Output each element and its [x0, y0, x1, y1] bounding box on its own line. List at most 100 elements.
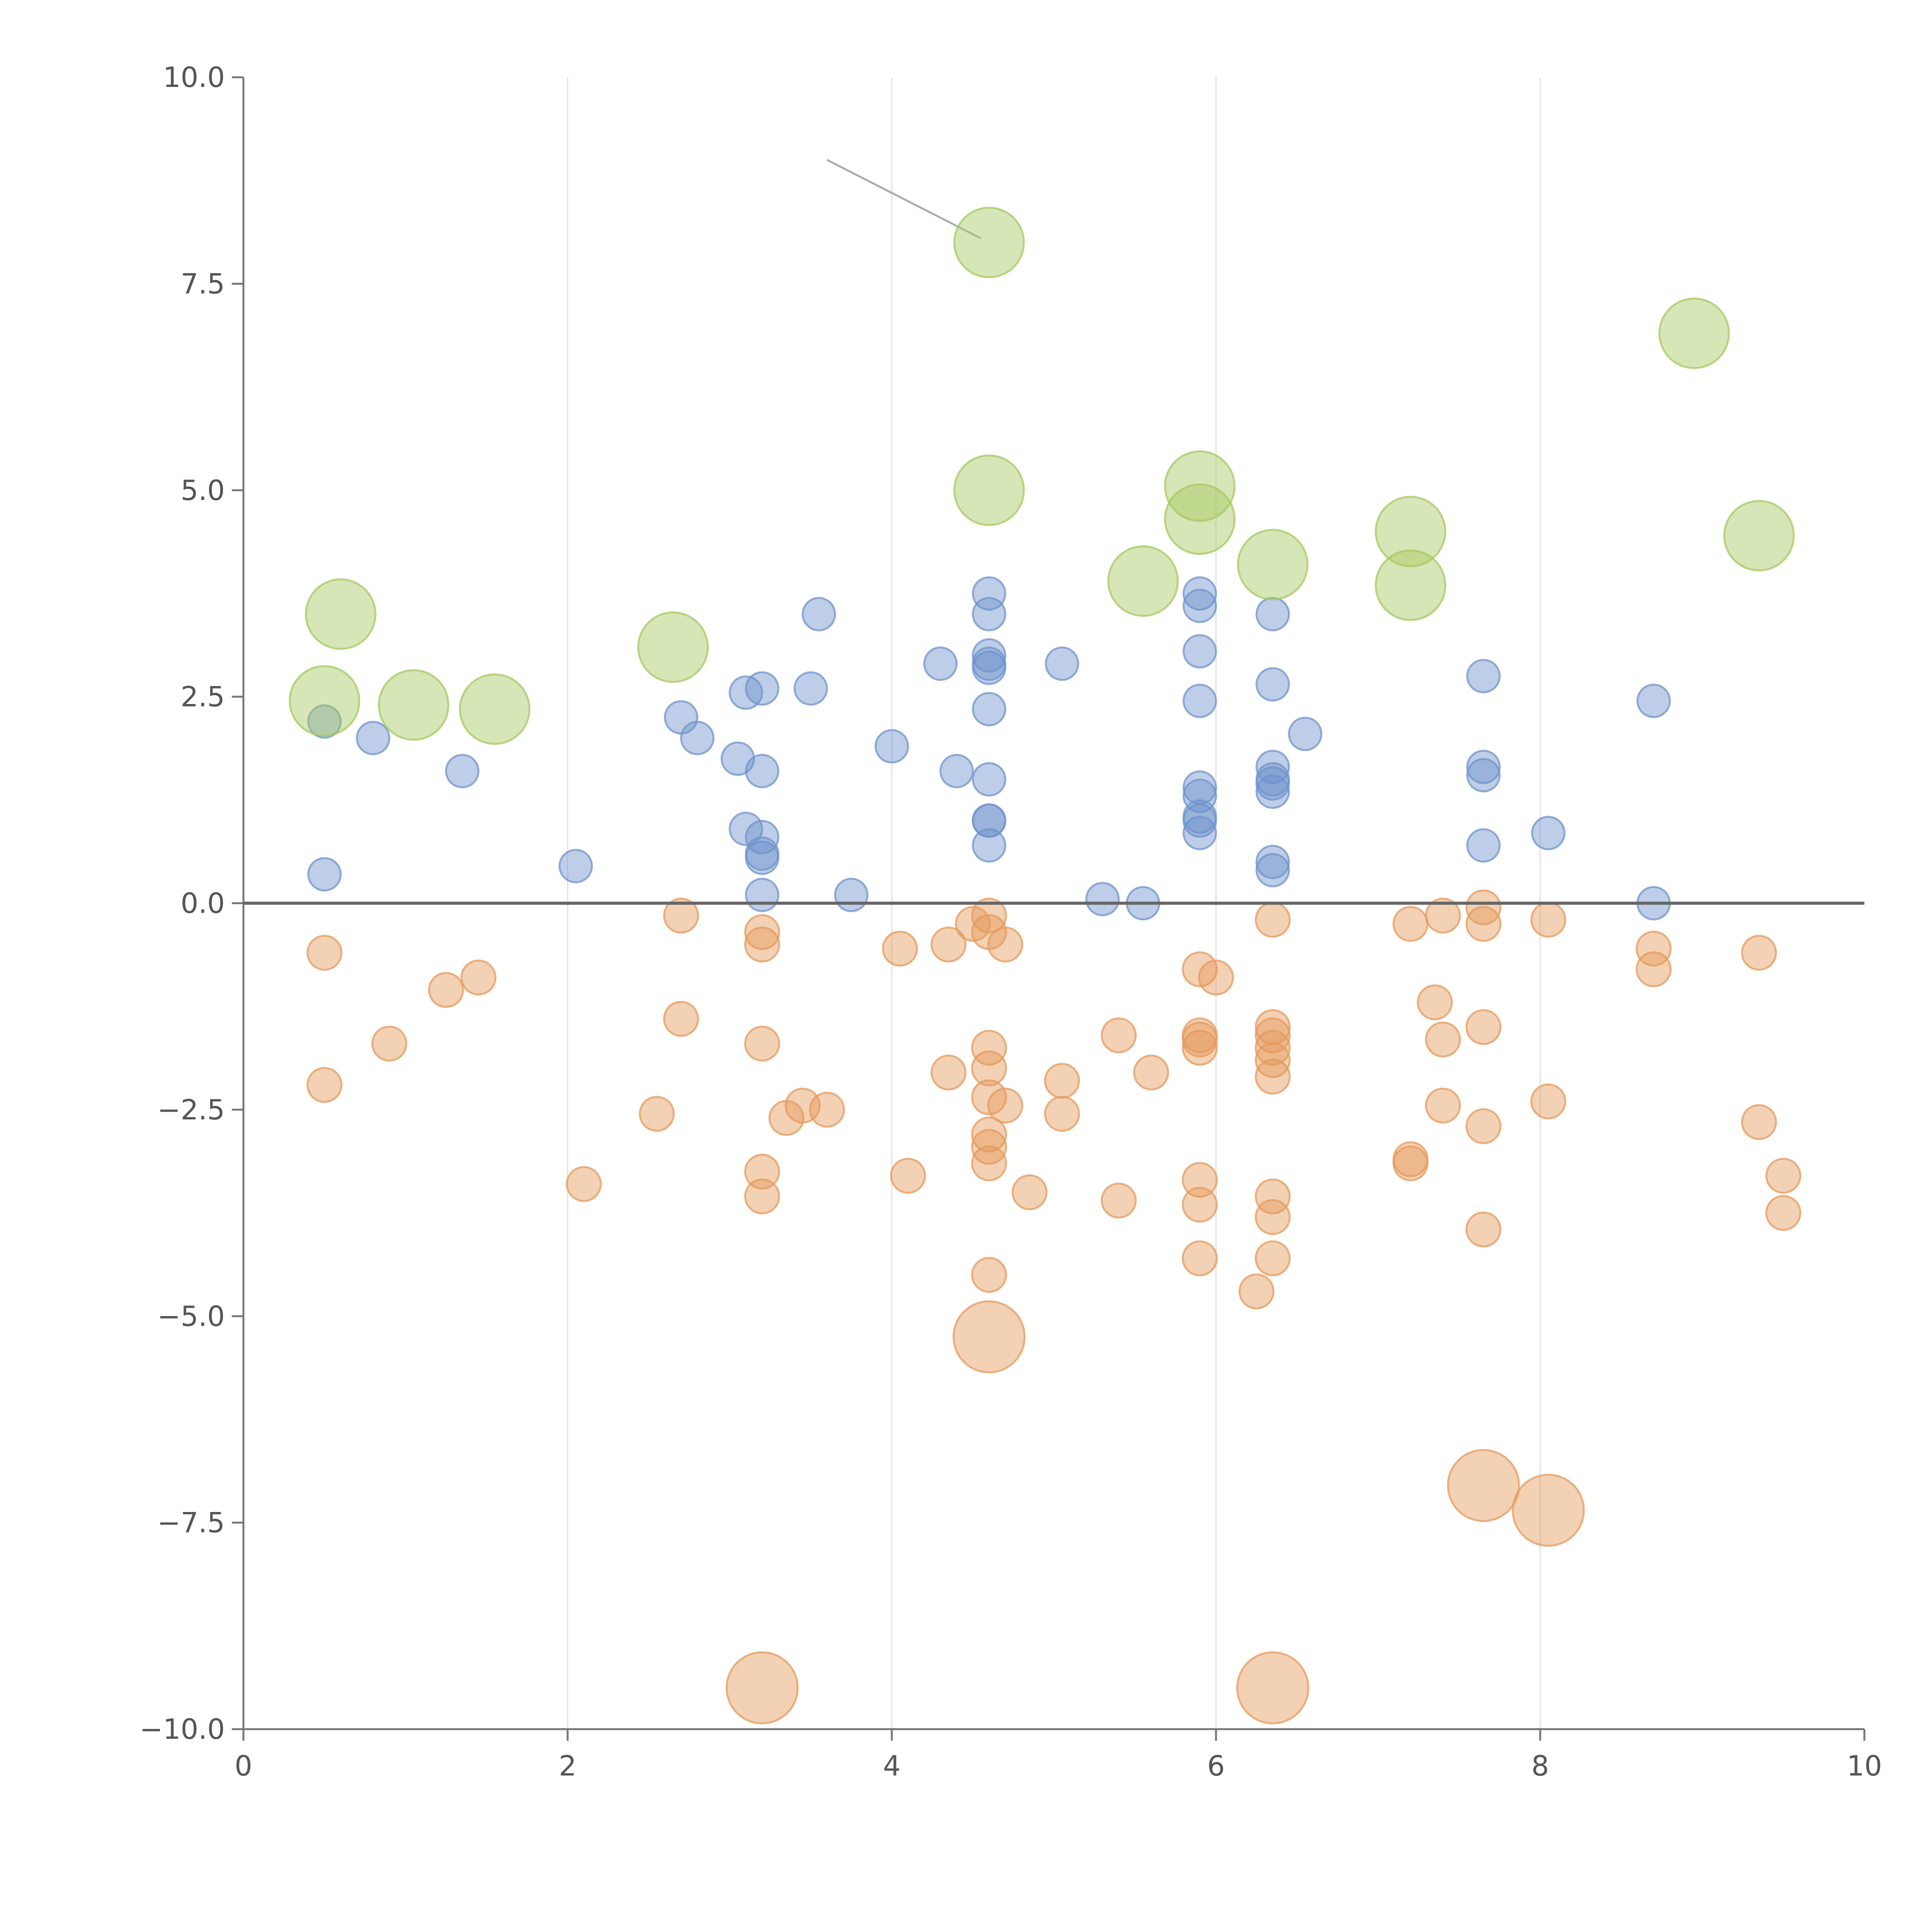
blue-point [874, 729, 909, 764]
orange-point [1255, 1030, 1291, 1066]
blue-point [834, 878, 869, 912]
orange-point [1182, 951, 1218, 987]
blue-point [745, 754, 779, 788]
orange-point [1465, 906, 1502, 942]
green-point [953, 454, 1025, 526]
orange-point [639, 1096, 675, 1132]
orange-point [306, 1067, 343, 1103]
blue-point [1182, 684, 1217, 718]
blue-point [1085, 882, 1120, 917]
orange-point [744, 914, 780, 950]
blue-point [1255, 667, 1290, 702]
orange-point [1741, 1104, 1777, 1140]
blue-point [445, 754, 480, 788]
x-tick-label: 2 [559, 1750, 577, 1782]
orange-point [1636, 930, 1672, 967]
orange-point [971, 1030, 1007, 1066]
orange-point [1425, 1087, 1461, 1124]
orange-point [1425, 898, 1461, 934]
orange-point [1255, 1178, 1291, 1214]
x-tick-label: 4 [883, 1750, 901, 1782]
orange-point [1182, 1162, 1218, 1198]
blue-point [307, 857, 342, 892]
orange-point [971, 1257, 1007, 1293]
orange-point [930, 926, 967, 963]
green-point [289, 665, 361, 737]
orange-large-point [1236, 1651, 1310, 1725]
orange-point [1425, 1021, 1461, 1058]
green-point [637, 611, 709, 683]
y-tick-label: 5.0 [180, 474, 225, 507]
orange-point [987, 1087, 1024, 1124]
y-tick-label: −5.0 [157, 1300, 225, 1332]
green-point [1164, 483, 1236, 555]
orange-point [1392, 906, 1429, 942]
orange-point [1530, 1083, 1566, 1119]
blue-point [972, 597, 1007, 631]
orange-point [744, 1026, 780, 1062]
orange-point [1465, 1009, 1502, 1045]
blue-point [972, 828, 1007, 863]
orange-point [1465, 1211, 1502, 1248]
green-point [1237, 529, 1309, 600]
orange-point [1044, 1063, 1080, 1099]
x-tick-label: 8 [1531, 1750, 1549, 1782]
blue-point [972, 762, 1007, 797]
orange-point [1133, 1054, 1169, 1091]
orange-point [1100, 1017, 1137, 1053]
orange-large-point [952, 1300, 1026, 1374]
orange-point [1255, 1058, 1291, 1095]
orange-point [1255, 1017, 1291, 1053]
blue-point [972, 576, 1007, 611]
blue-point [1531, 816, 1566, 850]
green-point [305, 578, 377, 650]
orange-point [1465, 1108, 1502, 1145]
y-tick-label: −2.5 [157, 1094, 225, 1126]
blue-point [1288, 716, 1323, 751]
blue-point [1182, 588, 1217, 623]
orange-point [744, 1153, 780, 1190]
orange-point [971, 1050, 1007, 1087]
blue-point [1466, 659, 1501, 694]
orange-large-point [1447, 1449, 1520, 1522]
blue-point [558, 849, 593, 883]
green-point [1164, 450, 1236, 522]
x-tick-label: 10 [1847, 1750, 1882, 1782]
orange-point [1530, 901, 1566, 938]
orange-point [1044, 1096, 1080, 1132]
orange-large-point [725, 1651, 799, 1725]
blue-point [1466, 758, 1501, 793]
green-point [1723, 500, 1795, 571]
orange-point [971, 1116, 1007, 1153]
y-tick-label: −10.0 [139, 1713, 225, 1745]
blue-point [745, 671, 779, 706]
blue-point [1255, 845, 1290, 879]
orange-point [955, 906, 991, 942]
blue-point [1182, 779, 1217, 813]
green-point [1374, 549, 1446, 621]
blue-point [1255, 766, 1290, 801]
orange-point [428, 972, 464, 1008]
blue-point [1182, 816, 1217, 850]
blue-point [923, 646, 958, 681]
orange-point [371, 1026, 408, 1062]
blue-point [1255, 853, 1290, 888]
y-tick-label: 2.5 [180, 680, 225, 713]
orange-point [1392, 1145, 1429, 1182]
blue-point [801, 597, 836, 631]
orange-point [1417, 984, 1453, 1020]
orange-point [882, 930, 918, 967]
blue-point [1636, 684, 1671, 718]
green-point [459, 673, 531, 745]
green-point [378, 669, 449, 741]
orange-point [1765, 1158, 1801, 1194]
orange-point [809, 1092, 845, 1128]
blue-point [972, 650, 1007, 685]
blue-point [1182, 634, 1217, 669]
green-point [1107, 545, 1179, 617]
x-tick-label: 0 [235, 1750, 252, 1782]
y-tick-label: 7.5 [180, 267, 225, 300]
orange-point [1238, 1273, 1275, 1310]
green-point [1374, 496, 1446, 568]
